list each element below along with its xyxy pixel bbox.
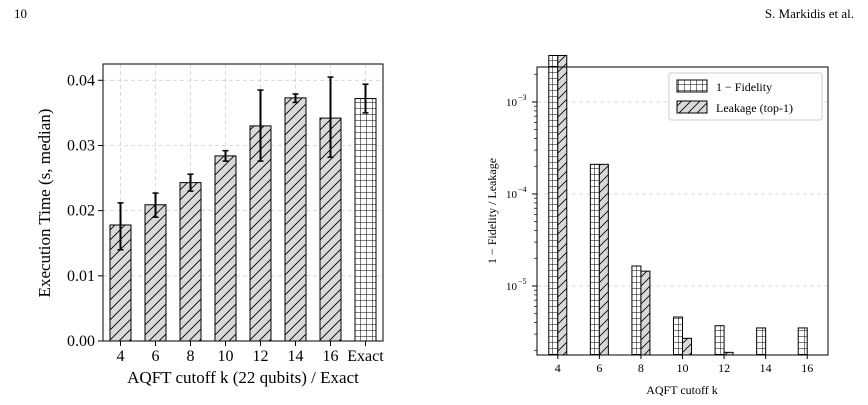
left-bar-14 — [284, 97, 307, 342]
right-bar-leakage-4 — [557, 54, 568, 356]
left-bars — [109, 97, 377, 342]
left-ytick-label: 0.01 — [67, 268, 95, 285]
right-xtick-label: 12 — [718, 361, 730, 375]
left-plot-frame — [102, 63, 384, 342]
right-ytick-exponent: −3 — [518, 93, 527, 102]
left-ytick-label: 0.04 — [67, 72, 95, 89]
right-xtick-label: 16 — [801, 361, 813, 375]
left-xtick-label: 4 — [117, 348, 125, 365]
left-ytick-label: 0.03 — [67, 137, 95, 154]
right-ytick-label: 10 — [506, 189, 518, 201]
right-xtick-label: 8 — [638, 361, 644, 375]
left-x-axis-label: AQFT cutoff k (22 qubits) / Exact — [127, 368, 359, 387]
left-error-bars — [117, 76, 369, 251]
right-bars — [548, 54, 808, 356]
right-ytick-exponent: −5 — [518, 277, 527, 286]
execution-time-chart: 0.00 0.01 0.02 0.03 0.04 4 6 8 10 12 14 16 Exact AQF… — [35, 63, 384, 387]
right-bar-leakage-6 — [598, 163, 609, 356]
fidelity-leakage-chart: 10 −310 −410 −54 6 8 10 12 14 16 AQFT cutoff k 1 … — [485, 54, 829, 397]
left-y-axis-label: Execution Time (s, median) — [35, 109, 54, 298]
right-bar-fidelity-10 — [673, 316, 683, 356]
left-bar-6 — [144, 204, 167, 342]
page-number: 10 — [14, 6, 27, 21]
right-bar-fidelity-16 — [797, 327, 808, 356]
left-bar-Exact — [354, 98, 377, 342]
legend-swatch-fidelity — [676, 79, 708, 93]
legend-label-leakage: Leakage (top-1) — [716, 101, 793, 115]
running-head: S. Markidis et al. — [764, 6, 854, 21]
right-bar-fidelity-8 — [631, 265, 642, 356]
left-xtick-label: Exact — [347, 348, 384, 365]
left-xtick-label: 14 — [288, 348, 304, 365]
legend-label-fidelity: 1 − Fidelity — [716, 80, 772, 94]
right-bar-fidelity-12 — [714, 325, 725, 356]
right-gridlines — [537, 101, 828, 287]
right-bar-leakage-10 — [682, 337, 692, 356]
right-bar-fidelity-4 — [548, 54, 559, 356]
right-x-axis-label: AQFT cutoff k — [646, 383, 718, 397]
right-xtick-label: 4 — [555, 361, 561, 375]
right-ytick-label: 10 — [506, 281, 518, 293]
left-bar-8 — [179, 182, 202, 342]
left-xtick-label: 8 — [187, 348, 195, 365]
left-xtick-label: 10 — [218, 348, 234, 365]
right-bar-leakage-8 — [640, 270, 651, 356]
right-bar-fidelity-6 — [589, 163, 600, 356]
left-ytick-label: 0.00 — [67, 333, 95, 350]
right-legend: 1 − Fidelity Leakage (top-1) — [668, 72, 823, 121]
right-xtick-label: 6 — [596, 361, 602, 375]
right-xtick-label: 10 — [677, 361, 689, 375]
left-xtick-label: 16 — [323, 348, 339, 365]
right-xtick-label: 14 — [760, 361, 772, 375]
right-ticks: 10 −310 −410 −54 6 8 10 12 14 16 — [506, 73, 813, 375]
right-ytick-exponent: −4 — [518, 185, 527, 194]
left-xtick-label: 12 — [253, 348, 269, 365]
left-ytick-label: 0.02 — [67, 203, 95, 220]
legend-swatch-leakage — [676, 100, 708, 114]
left-ticks: 0.00 0.01 0.02 0.03 0.04 4 6 8 10 12 14 16 Exact — [67, 72, 384, 365]
right-ytick-label: 10 — [506, 97, 518, 109]
right-bar-fidelity-14 — [756, 327, 767, 356]
left-bar-10 — [214, 155, 237, 342]
left-xtick-label: 6 — [152, 348, 160, 365]
right-y-axis-label: 1 − Fidelity / Leakage — [485, 158, 499, 264]
